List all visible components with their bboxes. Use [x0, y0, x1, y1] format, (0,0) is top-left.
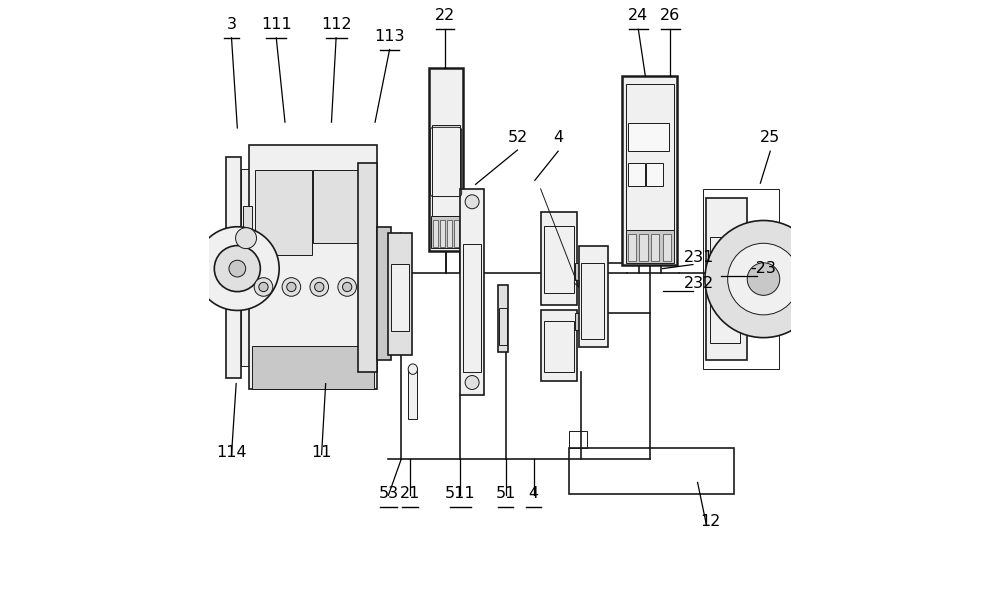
Bar [569, 448, 734, 494]
Text: 21: 21 [400, 486, 420, 501]
Bar [241, 168, 258, 366]
Circle shape [287, 282, 296, 292]
Text: 26: 26 [660, 8, 680, 23]
Text: 52: 52 [507, 130, 528, 145]
Circle shape [728, 243, 799, 315]
Bar [579, 246, 608, 347]
Bar [583, 265, 587, 277]
Bar [408, 369, 417, 419]
Text: 4: 4 [553, 130, 563, 145]
Circle shape [214, 246, 260, 292]
Bar [252, 346, 374, 390]
Bar [663, 234, 671, 261]
Bar [703, 189, 779, 369]
Bar [358, 163, 377, 372]
Bar [626, 229, 674, 263]
Bar [429, 68, 463, 251]
Text: 111: 111 [261, 17, 292, 32]
Bar [249, 145, 377, 390]
Bar [628, 123, 669, 151]
Circle shape [195, 227, 279, 311]
Bar [541, 310, 577, 381]
Bar [432, 125, 460, 216]
Text: 24: 24 [628, 8, 648, 23]
Circle shape [465, 195, 479, 209]
Circle shape [465, 375, 479, 390]
Ellipse shape [408, 364, 417, 374]
Bar [583, 315, 587, 327]
Bar [463, 244, 481, 372]
Bar [255, 170, 312, 255]
Bar [569, 431, 587, 448]
Circle shape [229, 260, 246, 277]
Text: 11: 11 [311, 445, 332, 460]
Text: 4: 4 [529, 486, 539, 501]
Bar [581, 263, 604, 339]
Circle shape [343, 282, 352, 292]
Bar [639, 234, 648, 261]
Text: 113: 113 [374, 28, 405, 44]
Text: 112: 112 [321, 17, 351, 32]
Bar [391, 264, 409, 331]
Bar [710, 237, 740, 343]
Bar [544, 321, 574, 372]
Text: 12: 12 [700, 514, 721, 529]
Bar [447, 221, 452, 247]
Bar [460, 189, 484, 396]
Text: 511: 511 [445, 486, 476, 501]
Text: 231: 231 [684, 250, 714, 264]
Bar [388, 232, 412, 355]
Bar [706, 197, 747, 361]
Text: 53: 53 [378, 486, 398, 501]
Text: 232: 232 [684, 276, 714, 291]
Circle shape [747, 263, 780, 295]
Bar [541, 212, 577, 305]
Bar [651, 234, 659, 261]
Bar [622, 76, 677, 264]
Bar [626, 84, 674, 229]
Bar [226, 157, 241, 378]
Bar [313, 170, 370, 243]
Bar [499, 308, 507, 345]
Circle shape [705, 221, 822, 337]
Circle shape [236, 228, 257, 248]
Text: 114: 114 [216, 445, 247, 460]
Bar [433, 221, 438, 247]
Text: 3: 3 [227, 17, 237, 32]
Bar [575, 263, 583, 280]
Bar [431, 216, 460, 248]
Bar [243, 206, 252, 267]
Bar [544, 226, 574, 293]
Circle shape [282, 278, 301, 296]
Bar [646, 163, 663, 186]
Bar [377, 227, 391, 361]
Circle shape [315, 282, 324, 292]
Circle shape [254, 278, 273, 296]
Circle shape [259, 282, 268, 292]
Bar [628, 163, 645, 186]
Text: 25: 25 [760, 130, 780, 145]
Bar [454, 221, 459, 247]
Text: 51: 51 [496, 486, 516, 501]
Bar [498, 285, 508, 352]
Circle shape [338, 278, 356, 296]
Circle shape [310, 278, 329, 296]
Text: 22: 22 [435, 8, 455, 23]
Bar [440, 221, 445, 247]
Bar [575, 313, 583, 330]
Bar [628, 234, 636, 261]
Text: -23: -23 [750, 261, 776, 276]
